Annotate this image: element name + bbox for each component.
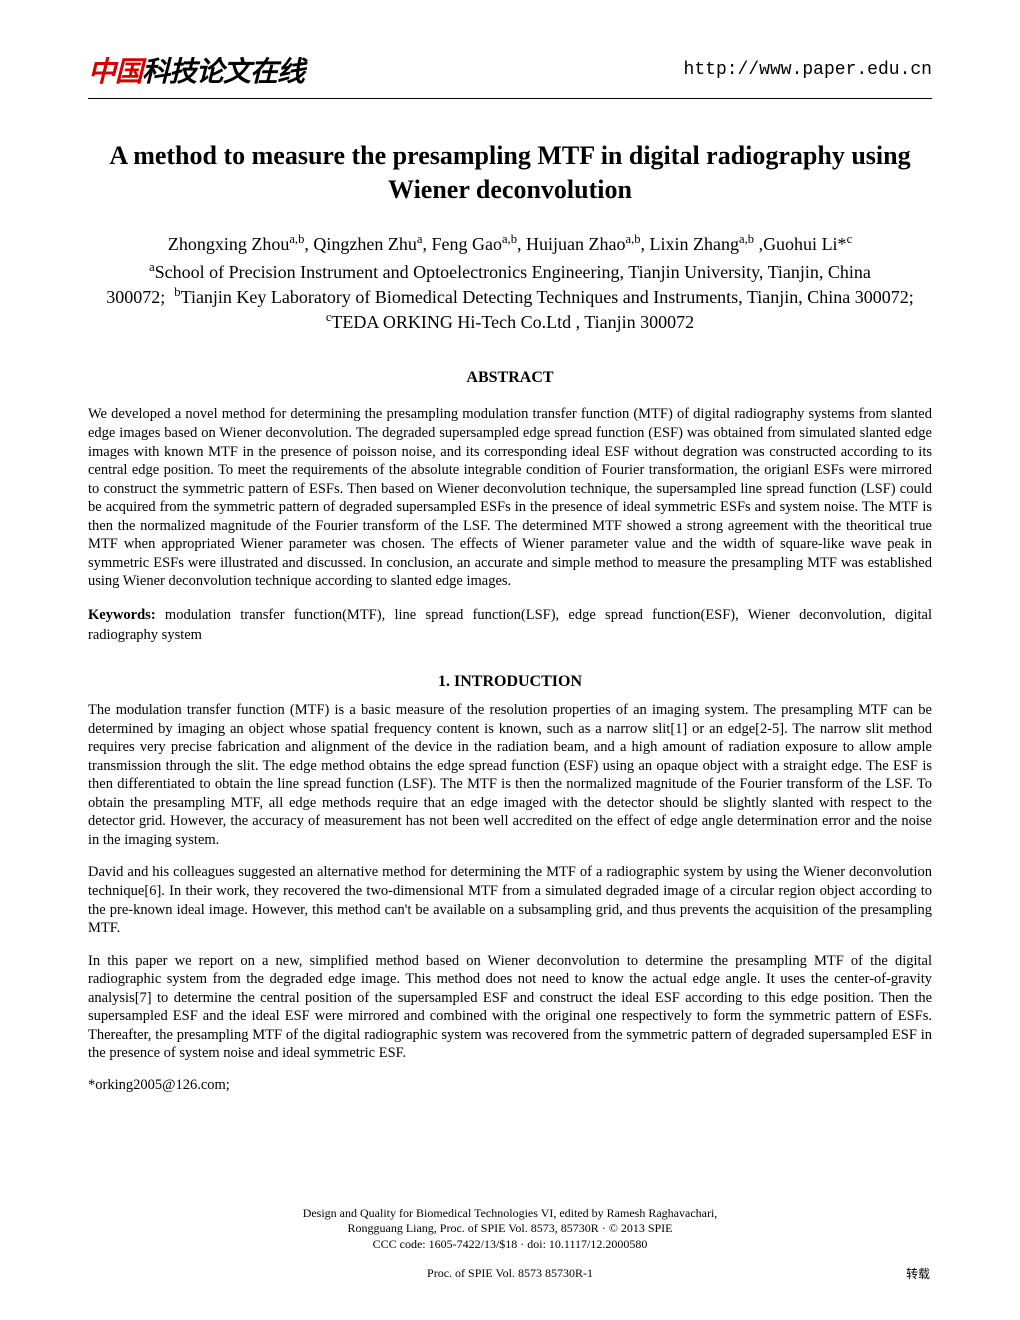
- abstract-heading: ABSTRACT: [88, 369, 932, 387]
- footer-citation-line-1: Design and Quality for Biomedical Techno…: [0, 1206, 1020, 1222]
- abstract-text: We developed a novel method for determin…: [88, 405, 932, 590]
- section-heading-introduction: 1. INTRODUCTION: [88, 673, 932, 691]
- footer-citation-line-2: Rongguang Liang, Proc. of SPIE Vol. 8573…: [0, 1221, 1020, 1237]
- page-header: 中国科技论文在线 http://www.paper.edu.cn: [88, 0, 932, 99]
- site-logo: 中国科技论文在线: [88, 50, 304, 90]
- footer-reprint-note: 转载: [906, 1265, 930, 1282]
- keywords: Keywords: modulation transfer function(M…: [88, 606, 932, 645]
- logo-text-red: 中国: [88, 56, 142, 87]
- header-url[interactable]: http://www.paper.edu.cn: [684, 60, 932, 80]
- keywords-text: modulation transfer function(MTF), line …: [88, 607, 932, 643]
- intro-para-2: David and his colleagues suggested an al…: [88, 863, 932, 937]
- footer-citation-line-3: CCC code: 1605-7422/13/$18 · doi: 10.111…: [0, 1237, 1020, 1253]
- logo-text-black: 科技论文在线: [142, 56, 304, 87]
- corresponding-author: *orking2005@126.com;: [88, 1077, 932, 1094]
- page-footer: Design and Quality for Biomedical Techno…: [0, 1206, 1020, 1282]
- footer-proceedings: Proc. of SPIE Vol. 8573 85730R-1: [0, 1266, 1020, 1282]
- intro-para-1: The modulation transfer function (MTF) i…: [88, 701, 932, 849]
- intro-para-3: In this paper we report on a new, simpli…: [88, 952, 932, 1063]
- affiliations: aSchool of Precision Instrument and Opto…: [88, 259, 932, 335]
- paper-content: A method to measure the presampling MTF …: [0, 99, 1020, 1094]
- keywords-label: Keywords:: [88, 607, 156, 623]
- author-list: Zhongxing Zhoua,b, Qingzhen Zhua, Feng G…: [88, 232, 932, 255]
- paper-title: A method to measure the presampling MTF …: [88, 139, 932, 207]
